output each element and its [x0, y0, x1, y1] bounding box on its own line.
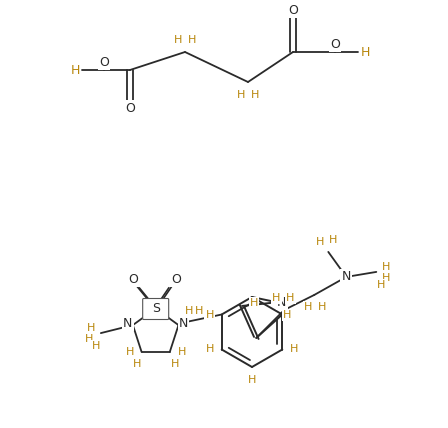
Text: N: N [277, 296, 287, 309]
Text: O: O [171, 273, 181, 286]
Text: O: O [288, 3, 298, 17]
Text: H: H [86, 323, 95, 333]
Text: H: H [286, 293, 294, 303]
Text: O: O [99, 56, 109, 68]
Text: H: H [206, 309, 214, 319]
Text: H: H [377, 280, 385, 290]
Text: S: S [152, 302, 159, 315]
Text: H: H [251, 90, 259, 100]
Text: H: H [250, 298, 258, 308]
Text: N: N [123, 317, 133, 330]
Text: N: N [179, 317, 188, 330]
Text: H: H [188, 35, 196, 45]
Text: N: N [342, 270, 351, 283]
Text: H: H [206, 345, 214, 354]
Text: H: H [174, 35, 182, 45]
Text: H: H [133, 359, 141, 369]
Text: H: H [304, 302, 313, 312]
Text: H: H [318, 302, 327, 312]
Text: H: H [194, 306, 203, 315]
Text: H: H [125, 347, 134, 357]
Text: H: H [237, 90, 245, 100]
Text: H: H [85, 334, 93, 344]
Text: H: H [382, 262, 391, 272]
Text: H: H [316, 237, 324, 247]
Text: H: H [92, 341, 100, 351]
Text: H: H [329, 235, 337, 245]
Text: H: H [382, 273, 391, 283]
Text: H: H [177, 347, 186, 357]
Text: H: H [70, 63, 80, 77]
Text: H: H [360, 45, 370, 59]
Text: O: O [128, 273, 138, 286]
Text: O: O [330, 38, 340, 51]
Text: H: H [248, 375, 256, 385]
FancyBboxPatch shape [143, 298, 169, 319]
Text: H: H [272, 293, 280, 303]
Text: O: O [125, 101, 135, 115]
Text: H: H [290, 345, 298, 354]
Text: H: H [185, 306, 193, 315]
Text: H: H [171, 359, 179, 369]
Text: H: H [283, 310, 291, 320]
